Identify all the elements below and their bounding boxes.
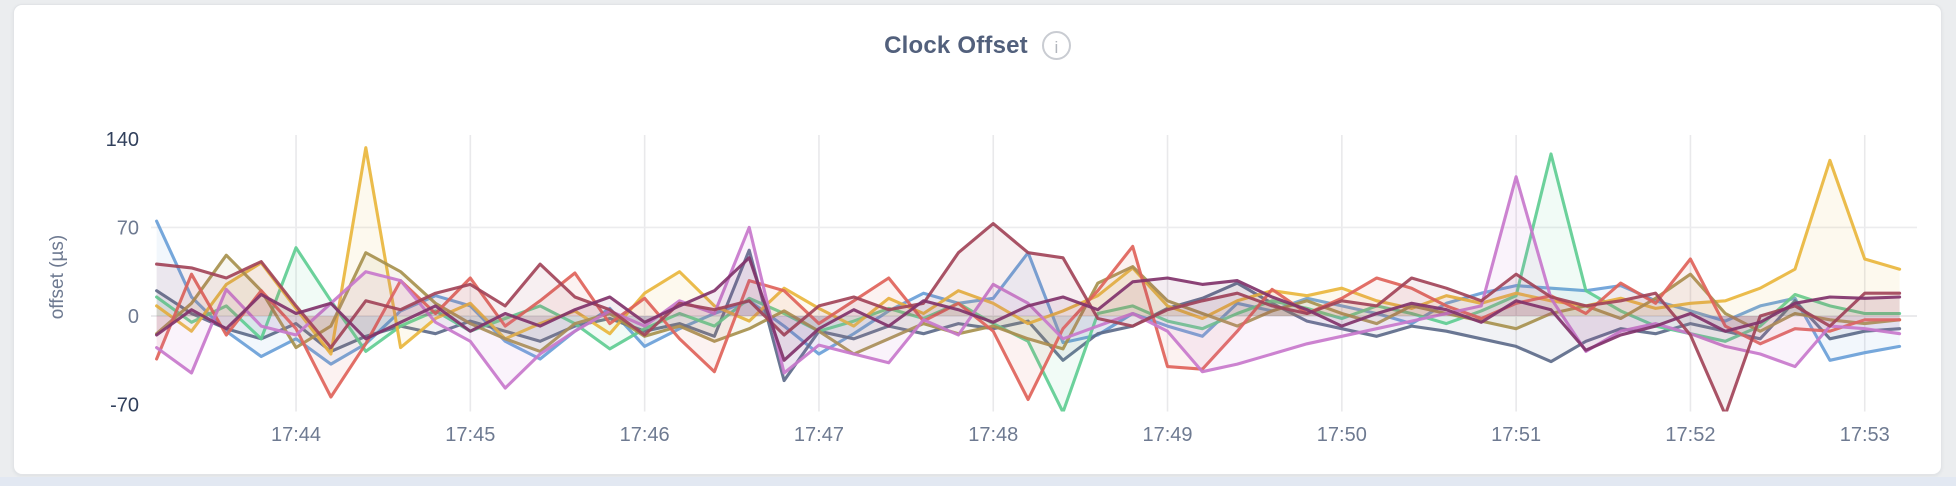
series-area-9 [156,257,1900,361]
series-line-8[interactable] [155,222,1902,415]
clock-offset-chart: 17:44 17:45 17:46 17:47 17:48 17:49 17:50 17:51… [47,129,1917,446]
y-axis-label: offset (µs) [47,235,68,320]
series-area-1 [156,221,1900,365]
series-area-8 [156,223,1900,412]
x-axis-tick-label: 17:45 [445,424,495,446]
x-axis-tick-label: 17:49 [1143,424,1193,446]
x-axis-tick-label: 17:53 [1840,424,1890,446]
y-axis-tick-label: 0 [128,306,139,328]
series-line-9[interactable] [155,256,1902,362]
y-axis-tick-label: 70 [117,217,139,239]
plot-area [155,146,1902,415]
x-axis-tick-label: 17:52 [1665,424,1715,446]
series-line-3[interactable] [155,152,1902,412]
next-panel-edge [0,477,1956,486]
series-area-4 [156,147,1900,354]
series-line-7[interactable] [155,175,1902,390]
x-axis-tick-label: 17:44 [271,424,321,446]
chart-header: Clock Offset i [14,31,1941,60]
series-area-5 [156,252,1900,354]
y-axis-tick-label: 140 [106,129,139,151]
series-area-6 [156,246,1900,400]
x-axis-tick-label: 17:46 [620,424,670,446]
clock-offset-panel: Clock Offset i 17:44 17:45 17:46 17:47 17:48… [13,4,1942,475]
series-line-5[interactable] [155,251,1902,356]
x-axis-tick-label: 17:50 [1317,424,1367,446]
x-axis-tick-label: 17:48 [968,424,1018,446]
series-line-6[interactable] [155,244,1902,402]
x-axis-tick-label: 17:51 [1491,424,1541,446]
info-icon[interactable]: i [1041,31,1071,60]
x-axis-tick-label: 17:47 [794,424,844,446]
series-area-3 [156,154,1900,412]
chart-title: Clock Offset [884,31,1028,59]
y-axis-tick-label: -70 [110,395,139,417]
